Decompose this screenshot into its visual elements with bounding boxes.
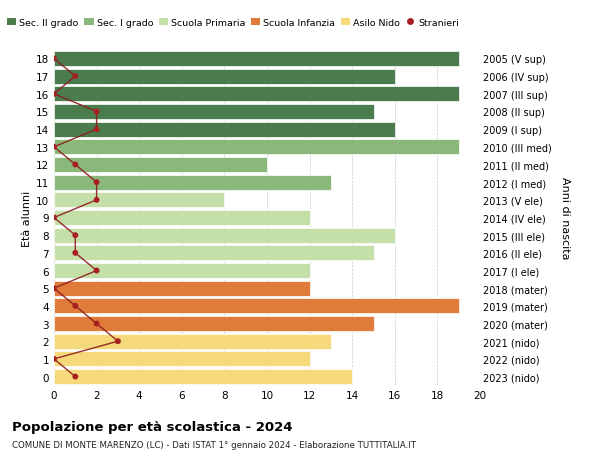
- Point: [49, 91, 59, 98]
- Bar: [54, 369, 352, 384]
- Point: [71, 250, 80, 257]
- Point: [71, 73, 80, 81]
- Point: [92, 126, 101, 134]
- Text: COMUNE DI MONTE MARENZO (LC) - Dati ISTAT 1° gennaio 2024 - Elaborazione TUTTITA: COMUNE DI MONTE MARENZO (LC) - Dati ISTA…: [12, 440, 416, 449]
- Point: [71, 162, 80, 169]
- Bar: [54, 69, 395, 84]
- Bar: [54, 334, 331, 349]
- Bar: [54, 263, 310, 279]
- Bar: [54, 175, 331, 190]
- Bar: [54, 299, 459, 313]
- Point: [71, 373, 80, 381]
- Bar: [54, 211, 310, 225]
- Point: [71, 302, 80, 310]
- Bar: [54, 281, 310, 296]
- Point: [113, 338, 123, 345]
- Point: [71, 232, 80, 239]
- Bar: [54, 246, 373, 261]
- Bar: [54, 140, 459, 155]
- Point: [92, 320, 101, 328]
- Bar: [54, 123, 395, 137]
- Y-axis label: Età alunni: Età alunni: [22, 190, 32, 246]
- Bar: [54, 228, 395, 243]
- Bar: [54, 193, 224, 208]
- Point: [49, 144, 59, 151]
- Text: Popolazione per età scolastica - 2024: Popolazione per età scolastica - 2024: [12, 420, 293, 433]
- Point: [49, 285, 59, 292]
- Point: [49, 214, 59, 222]
- Y-axis label: Anni di nascita: Anni di nascita: [560, 177, 570, 259]
- Point: [92, 179, 101, 186]
- Bar: [54, 52, 459, 67]
- Point: [92, 197, 101, 204]
- Legend: Sec. II grado, Sec. I grado, Scuola Primaria, Scuola Infanzia, Asilo Nido, Stran: Sec. II grado, Sec. I grado, Scuola Prim…: [3, 15, 463, 32]
- Bar: [54, 87, 459, 102]
- Point: [92, 108, 101, 116]
- Point: [92, 267, 101, 274]
- Bar: [54, 105, 373, 120]
- Point: [49, 56, 59, 63]
- Bar: [54, 316, 373, 331]
- Bar: [54, 157, 267, 173]
- Bar: [54, 352, 310, 367]
- Point: [49, 355, 59, 363]
